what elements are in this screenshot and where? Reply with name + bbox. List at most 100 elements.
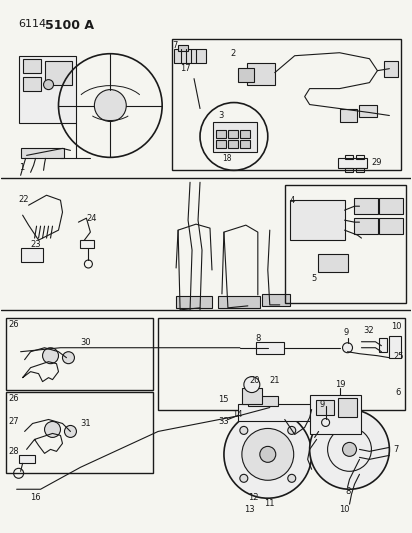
- Text: 13: 13: [244, 505, 255, 514]
- Bar: [174, 49, 206, 63]
- Bar: [337, 158, 368, 168]
- Bar: [172, 39, 401, 171]
- Text: 31: 31: [80, 419, 91, 429]
- Bar: [344, 168, 353, 172]
- Circle shape: [288, 474, 296, 482]
- Bar: [290, 200, 344, 240]
- Circle shape: [224, 410, 311, 498]
- Text: 9: 9: [344, 328, 349, 337]
- Text: 20: 20: [250, 376, 260, 385]
- Bar: [389, 336, 401, 358]
- Text: 6114: 6114: [19, 19, 47, 29]
- Text: 7: 7: [172, 41, 178, 50]
- Bar: [228, 140, 238, 148]
- Text: 18: 18: [222, 155, 232, 164]
- Text: 1: 1: [19, 163, 24, 172]
- Text: 12: 12: [248, 493, 258, 502]
- Circle shape: [342, 442, 356, 456]
- Text: 29: 29: [372, 158, 382, 167]
- Text: 8: 8: [346, 487, 351, 496]
- Bar: [44, 61, 73, 85]
- Bar: [238, 403, 318, 422]
- Text: 9: 9: [320, 400, 325, 409]
- Bar: [316, 400, 334, 416]
- Circle shape: [288, 426, 296, 434]
- Text: 16: 16: [30, 493, 41, 502]
- Bar: [6, 318, 153, 390]
- Text: 8: 8: [256, 334, 261, 343]
- Circle shape: [65, 425, 77, 438]
- Bar: [360, 104, 377, 117]
- Text: 25: 25: [393, 352, 404, 361]
- Bar: [248, 395, 278, 406]
- Text: 14: 14: [232, 409, 242, 418]
- Text: 5100 A: 5100 A: [44, 19, 94, 32]
- Bar: [339, 109, 358, 123]
- Bar: [337, 398, 358, 417]
- Circle shape: [260, 447, 276, 462]
- Circle shape: [94, 90, 126, 122]
- Text: 7: 7: [393, 446, 399, 455]
- Text: 24: 24: [87, 214, 97, 223]
- Bar: [262, 294, 290, 306]
- Bar: [240, 140, 250, 148]
- Bar: [240, 131, 250, 139]
- Bar: [247, 63, 275, 85]
- Bar: [318, 254, 347, 272]
- Text: 10: 10: [391, 322, 402, 331]
- Bar: [379, 338, 387, 352]
- Circle shape: [44, 79, 54, 90]
- Text: 2: 2: [230, 49, 235, 58]
- Text: 10: 10: [339, 505, 350, 514]
- Bar: [21, 148, 65, 158]
- Circle shape: [244, 377, 260, 393]
- Bar: [216, 140, 226, 148]
- Bar: [21, 248, 42, 262]
- Circle shape: [242, 429, 294, 480]
- Bar: [6, 392, 153, 473]
- Text: 23: 23: [30, 240, 41, 249]
- Text: 11: 11: [264, 499, 274, 508]
- Bar: [310, 394, 361, 434]
- Bar: [19, 56, 77, 124]
- Bar: [218, 296, 260, 308]
- Bar: [354, 198, 378, 214]
- Bar: [379, 198, 403, 214]
- Circle shape: [44, 422, 61, 438]
- Bar: [344, 156, 353, 159]
- Bar: [285, 185, 406, 303]
- Circle shape: [240, 426, 248, 434]
- Text: 30: 30: [80, 338, 91, 347]
- Text: 6: 6: [396, 387, 401, 397]
- Bar: [80, 240, 94, 248]
- Text: 28: 28: [9, 447, 19, 456]
- Bar: [379, 218, 403, 234]
- Bar: [228, 131, 238, 139]
- Bar: [23, 59, 40, 72]
- Bar: [356, 156, 365, 159]
- Text: 26: 26: [9, 393, 19, 402]
- Bar: [158, 318, 405, 409]
- Bar: [356, 168, 365, 172]
- Text: 33: 33: [218, 417, 229, 426]
- Circle shape: [342, 343, 353, 353]
- Bar: [384, 61, 398, 77]
- Text: 22: 22: [19, 195, 29, 204]
- Circle shape: [310, 409, 389, 489]
- Bar: [216, 131, 226, 139]
- Bar: [213, 123, 257, 152]
- Bar: [23, 77, 40, 91]
- Text: 32: 32: [363, 326, 374, 335]
- Text: 5: 5: [311, 274, 317, 283]
- Text: 27: 27: [9, 417, 19, 426]
- Circle shape: [63, 352, 75, 364]
- Text: 21: 21: [270, 376, 280, 385]
- Text: 4: 4: [290, 196, 295, 205]
- Bar: [256, 342, 284, 354]
- Text: 15: 15: [218, 394, 229, 403]
- Bar: [176, 296, 212, 308]
- Bar: [242, 387, 262, 403]
- Bar: [354, 218, 378, 234]
- Text: 26: 26: [9, 320, 19, 329]
- Bar: [238, 68, 254, 82]
